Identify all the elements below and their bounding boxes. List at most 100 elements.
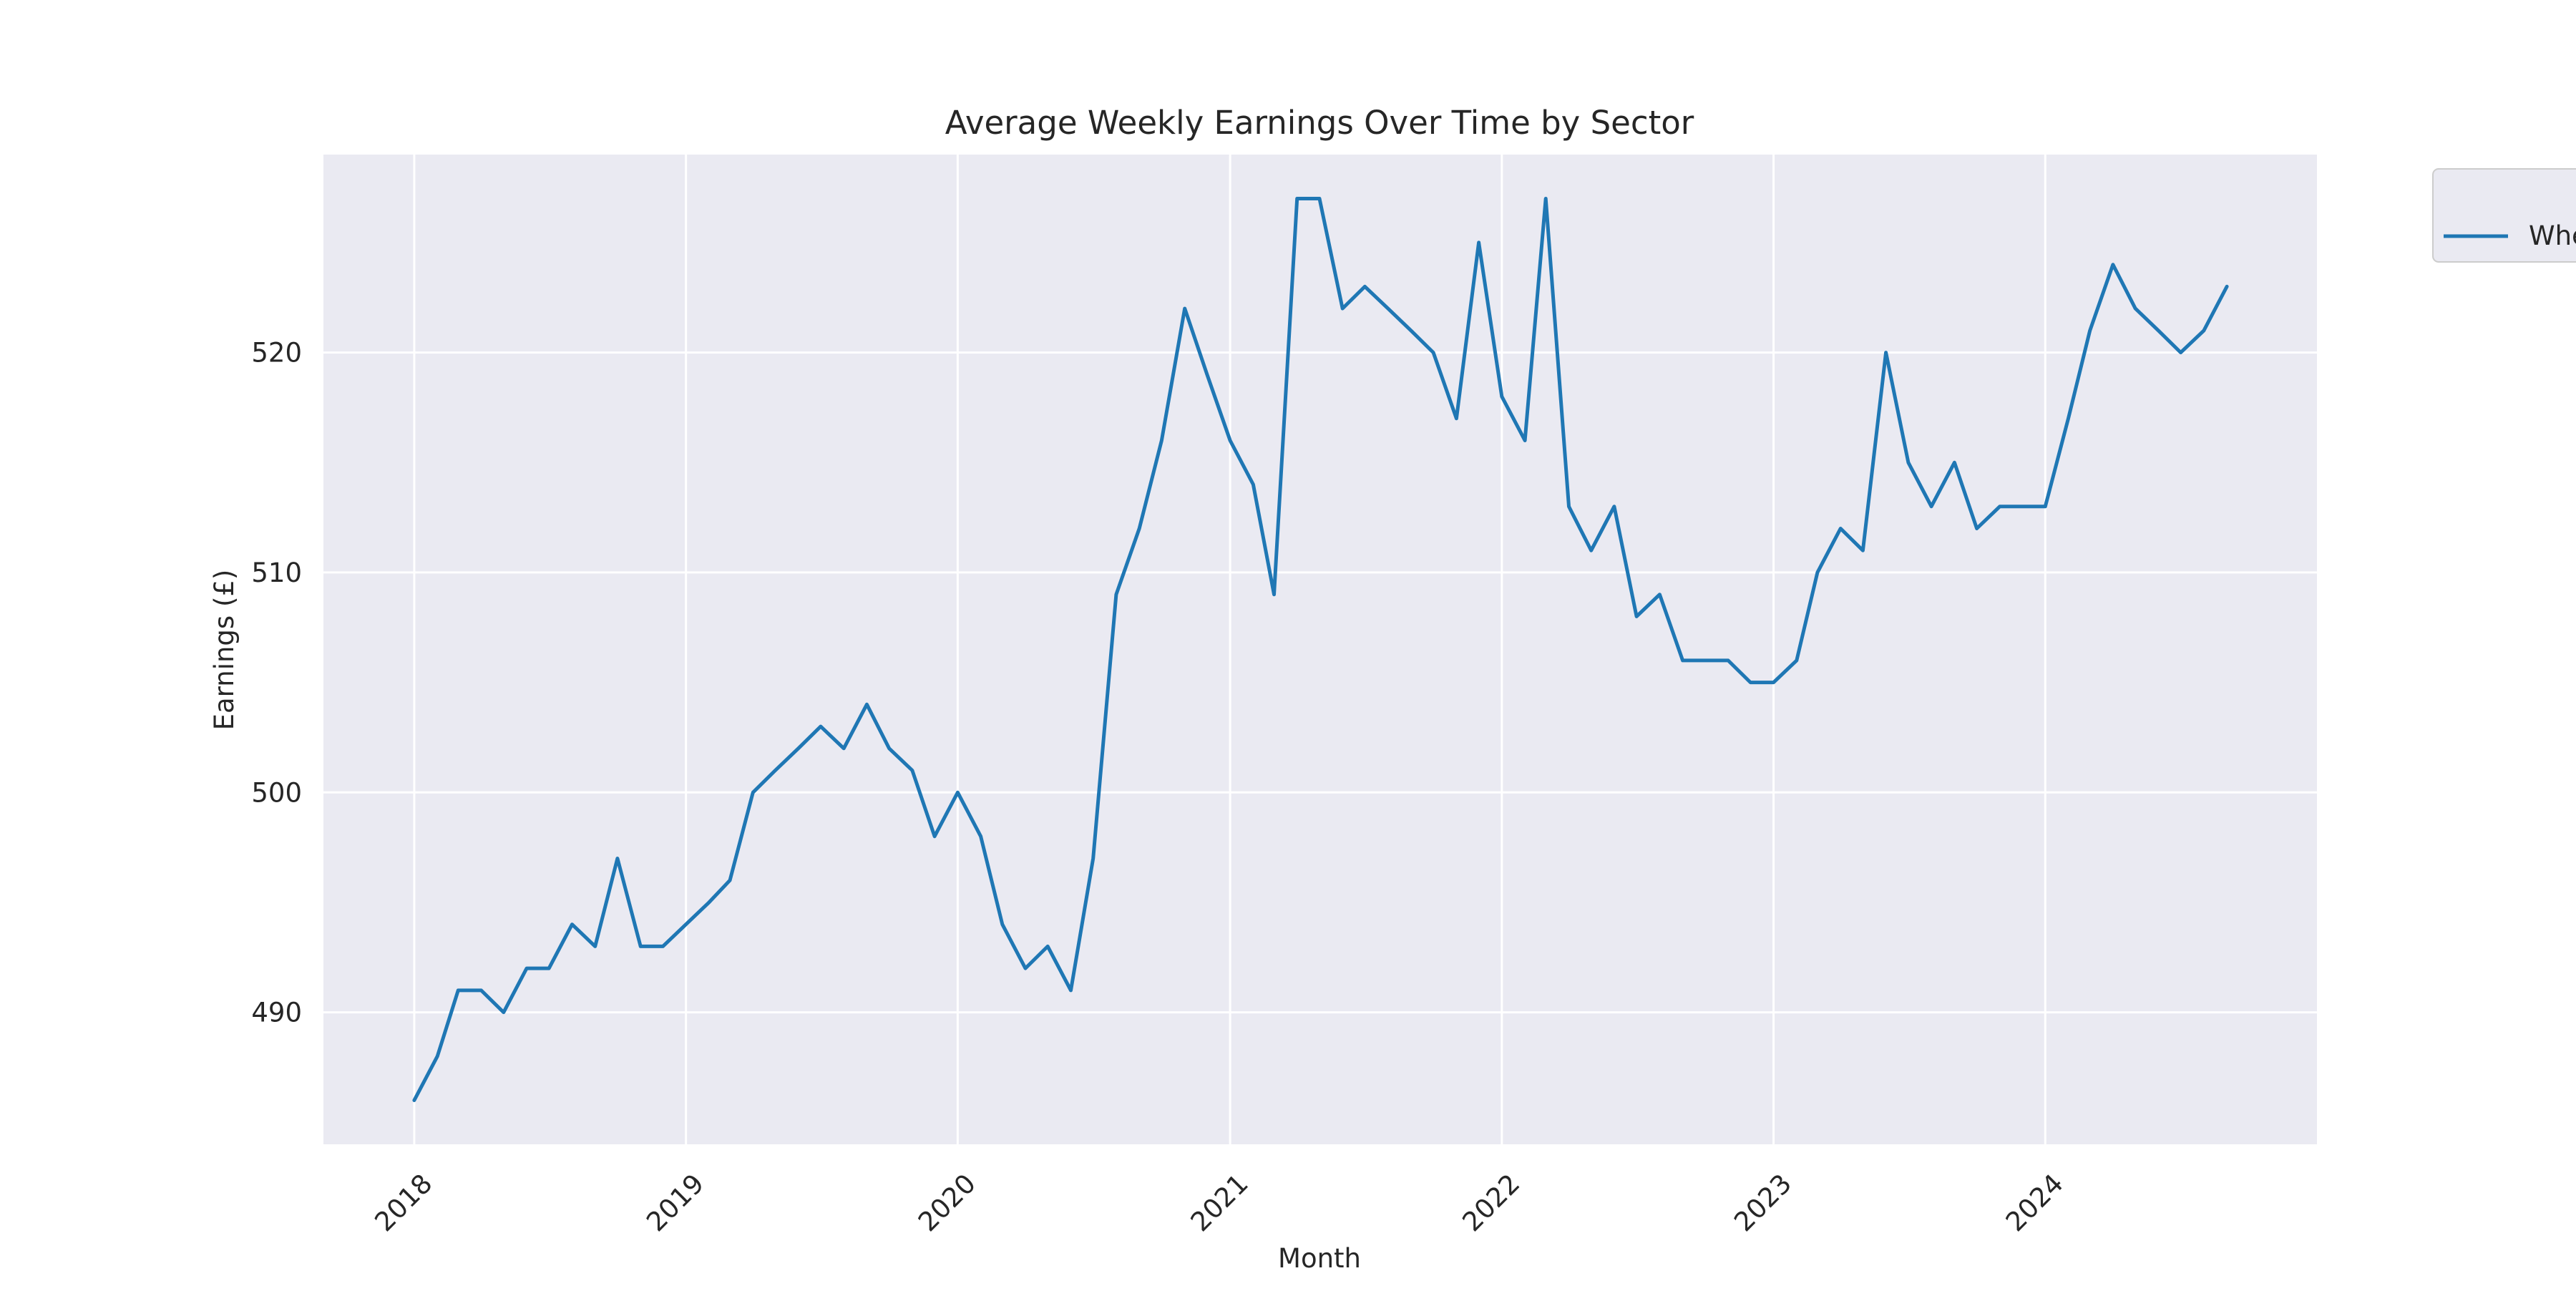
- data-point: [412, 1098, 416, 1102]
- x-tick-label: 2019: [640, 1168, 710, 1237]
- y-axis-label: Earnings (£): [209, 570, 240, 731]
- data-point: [1205, 373, 1209, 376]
- data-point: [728, 879, 732, 882]
- data-point: [1341, 307, 1345, 311]
- data-point: [1363, 285, 1367, 288]
- data-point: [2157, 328, 2160, 332]
- data-point: [2111, 263, 2114, 266]
- data-point: [1930, 505, 1933, 508]
- data-point: [2021, 505, 2024, 508]
- data-point: [796, 746, 800, 750]
- series-layer: [412, 197, 2229, 1102]
- data-point: [751, 791, 755, 794]
- x-tick-label: 2023: [1728, 1168, 1797, 1237]
- data-point: [1635, 615, 1639, 618]
- data-point: [1091, 857, 1095, 860]
- data-point: [1727, 658, 1730, 662]
- data-point: [2225, 285, 2229, 288]
- data-point: [1839, 527, 1843, 530]
- data-point: [479, 988, 483, 992]
- data-point: [457, 988, 460, 992]
- data-point: [1953, 461, 1956, 464]
- data-point: [1703, 658, 1707, 662]
- data-point: [1975, 527, 1979, 530]
- data-point: [547, 967, 551, 970]
- data-point: [979, 834, 982, 838]
- data-point: [436, 1055, 439, 1058]
- data-point: [865, 703, 869, 706]
- data-point: [2202, 328, 2205, 332]
- data-point: [1681, 658, 1684, 662]
- data-point: [910, 769, 914, 772]
- legend: Whe: [2432, 168, 2576, 263]
- data-point: [956, 791, 960, 794]
- data-point: [1455, 416, 1458, 420]
- x-tick-label: 2024: [2000, 1168, 2069, 1237]
- data-point: [1229, 439, 1232, 442]
- data-point: [1906, 461, 1910, 464]
- y-gridlines: [323, 351, 2317, 1014]
- data-point: [819, 725, 822, 729]
- data-point: [1272, 593, 1276, 596]
- data-point: [1409, 328, 1413, 332]
- data-point: [1589, 549, 1593, 552]
- plot-background: [323, 155, 2317, 1144]
- y-tick-labels: 490 500 510 520: [251, 338, 302, 1028]
- data-point: [1000, 922, 1004, 926]
- legend-box: [2432, 168, 2576, 263]
- data-point: [1252, 483, 1255, 487]
- data-point: [1772, 681, 1775, 684]
- data-point: [1318, 197, 1322, 200]
- chart-title: Average Weekly Earnings Over Time by Sec…: [945, 104, 1694, 142]
- y-tick-label: 520: [251, 338, 302, 369]
- data-point: [684, 922, 688, 926]
- series-line: [412, 197, 2229, 1102]
- data-point: [2067, 416, 2070, 420]
- data-point: [774, 769, 777, 772]
- data-point: [887, 746, 891, 750]
- data-point: [1998, 505, 2001, 508]
- data-point: [1046, 945, 1050, 948]
- x-tick-label: 2018: [369, 1168, 439, 1237]
- data-point: [1500, 395, 1503, 399]
- data-point: [1861, 549, 1865, 552]
- data-point: [2044, 505, 2047, 508]
- legend-label: Whe: [2529, 220, 2576, 251]
- data-point: [707, 900, 711, 904]
- data-point: [2134, 307, 2137, 311]
- data-point: [933, 834, 937, 838]
- data-point: [1815, 570, 1819, 574]
- data-point: [842, 746, 846, 750]
- data-point: [1749, 681, 1752, 684]
- x-tick-labels: 2018 2019 2020 2021 2022 2023 2024: [369, 1168, 2069, 1237]
- y-tick-label: 510: [251, 557, 302, 588]
- x-tick-label: 2022: [1456, 1168, 1526, 1237]
- data-point: [1138, 527, 1141, 530]
- data-point: [1114, 593, 1118, 596]
- data-point: [1183, 307, 1186, 311]
- y-tick-label: 490: [251, 998, 302, 1028]
- x-tick-label: 2020: [912, 1168, 982, 1237]
- data-point: [1024, 967, 1028, 970]
- data-point: [1432, 351, 1435, 354]
- data-point: [2179, 351, 2182, 354]
- data-point: [639, 945, 643, 948]
- data-point: [570, 922, 574, 926]
- data-point: [1477, 240, 1480, 244]
- x-axis-label: Month: [1278, 1243, 1361, 1274]
- data-point: [1567, 505, 1571, 508]
- data-point: [1658, 593, 1662, 596]
- data-point: [1069, 988, 1073, 992]
- data-point: [1160, 439, 1163, 442]
- data-point: [502, 1010, 505, 1014]
- data-point: [615, 857, 619, 860]
- data-point: [661, 945, 665, 948]
- data-point: [593, 945, 597, 948]
- data-point: [1295, 197, 1299, 200]
- y-tick-label: 500: [251, 777, 302, 808]
- data-point: [1544, 197, 1548, 200]
- x-gridlines: [413, 155, 2046, 1144]
- data-point: [2088, 328, 2092, 332]
